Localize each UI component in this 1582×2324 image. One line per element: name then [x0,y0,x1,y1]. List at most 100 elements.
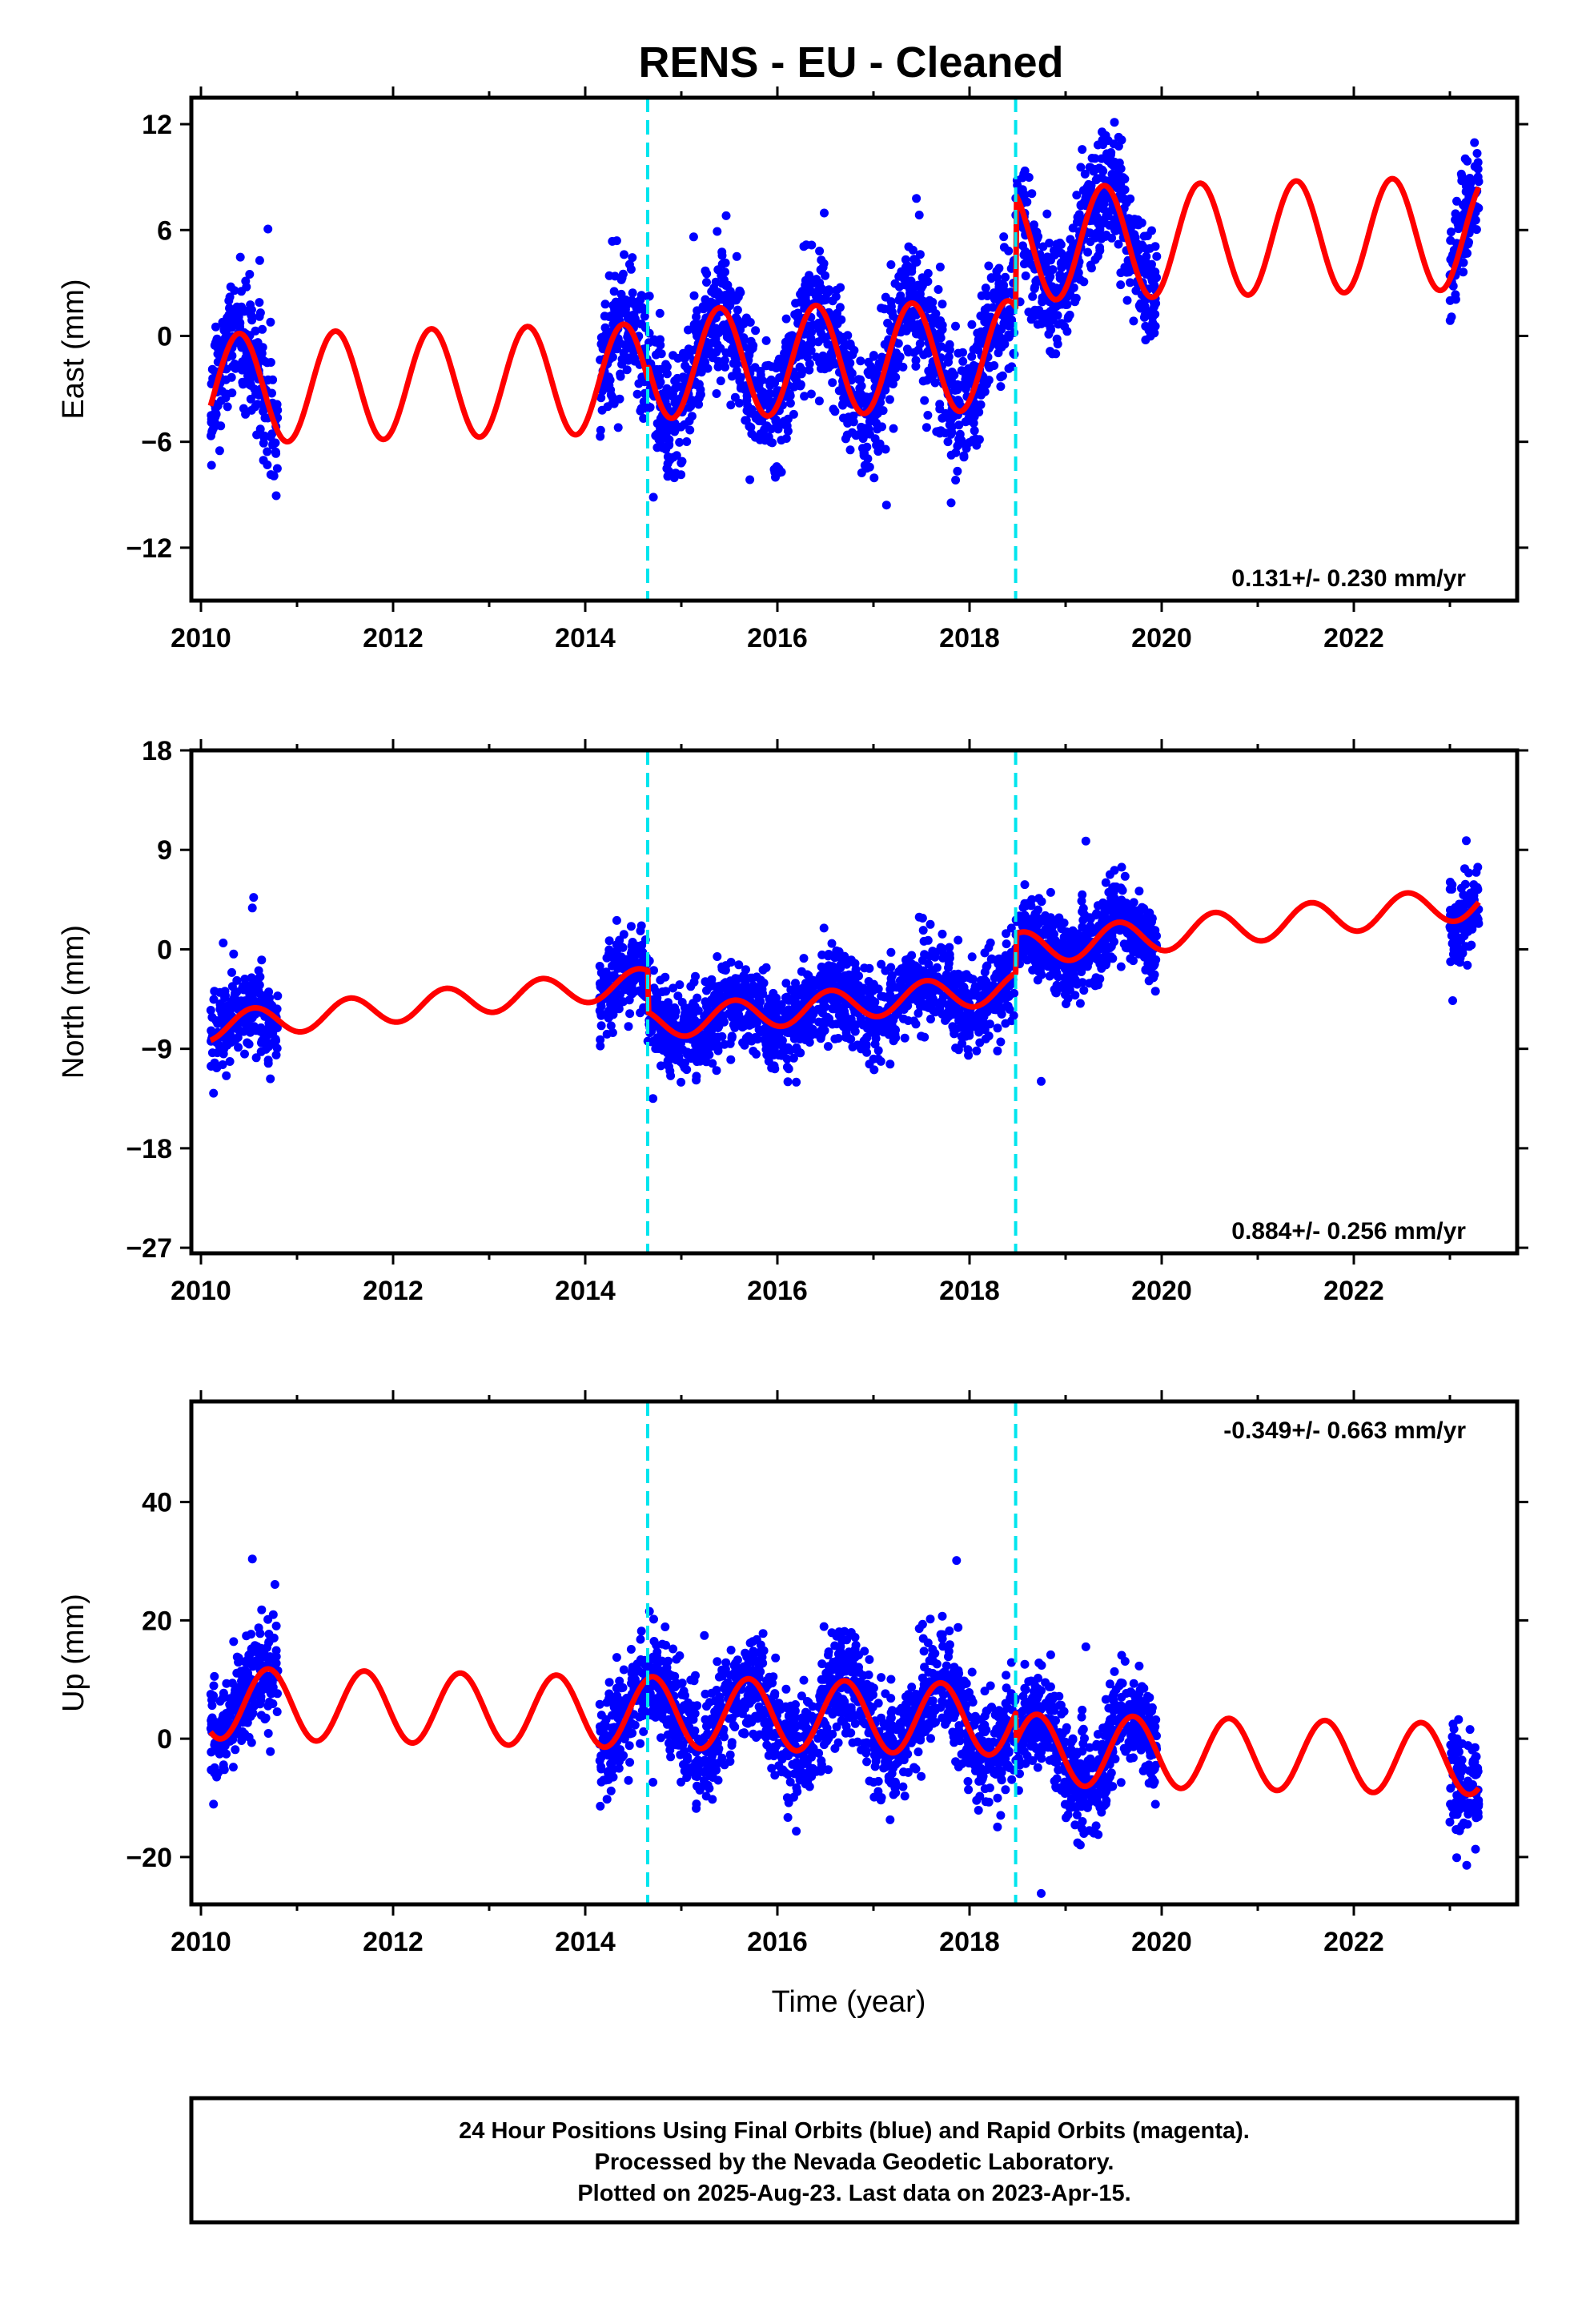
data-point [1114,239,1123,249]
data-point [944,357,953,367]
data-point [227,967,236,977]
data-point [1080,912,1090,922]
model-curve [207,175,1482,445]
chart-title: RENS - EU - Cleaned [638,38,1063,86]
data-point [891,372,901,382]
data-point [241,276,251,286]
data-point [902,344,912,354]
data-point [249,893,259,903]
data-point [609,301,619,311]
data-point [1002,987,1011,996]
data-point [917,281,927,291]
data-point [244,376,254,386]
data-point [665,1043,674,1053]
data-point [717,251,727,260]
data-point [907,287,917,297]
data-point [1140,310,1150,320]
data-point [271,438,280,448]
data-point [823,1042,833,1051]
data-point [616,372,625,381]
plot-area [207,98,1484,601]
data-point [216,1046,226,1055]
data-point [604,271,614,280]
data-point [1024,173,1034,182]
data-point [1150,242,1160,251]
data-point [662,1059,672,1069]
data-point [745,983,754,992]
data-point [1462,836,1471,846]
data-point [237,287,246,296]
data-point [628,253,637,263]
data-point [993,1046,1002,1055]
data-point [722,985,732,995]
data-point [259,407,268,416]
data-point [792,1077,801,1087]
data-point [604,936,614,946]
data-point [264,1042,274,1051]
data-point [259,456,268,465]
data-point [943,437,953,447]
data-point [830,407,840,416]
data-point [996,1037,1006,1047]
data-point [1095,246,1105,255]
data-point [953,466,962,476]
data-point [1042,919,1052,928]
data-point [207,426,217,436]
x-tick-label: 2022 [1323,623,1384,653]
data-point [1086,927,1096,936]
data-point [870,434,880,444]
data-point [672,451,681,460]
data-point [735,376,745,386]
data-point [209,995,219,1004]
data-point [628,944,638,953]
data-point [835,303,845,312]
data-point [636,926,645,935]
data-point [729,359,738,368]
data-point [926,919,935,929]
data-point [1049,304,1058,314]
data-point [1062,999,1070,1008]
data-point [935,400,945,409]
data-point [800,392,809,401]
data-point [216,999,226,1008]
data-point [1075,999,1085,1008]
data-point [1090,255,1100,264]
data-point [984,376,994,385]
data-point [616,289,626,299]
data-point [718,321,728,331]
data-point [701,266,710,275]
data-point [637,320,647,329]
data-point [1146,967,1155,976]
data-point [785,391,795,400]
data-point [1001,272,1010,282]
data-point [974,408,984,417]
data-point [271,1050,281,1059]
x-tick-label: 2022 [1323,1276,1384,1306]
data-point [1452,196,1461,206]
data-point [267,429,277,439]
data-point [869,1065,879,1075]
data-point [773,424,783,434]
data-point [734,1004,744,1014]
data-point [1447,227,1456,237]
data-point [1002,312,1011,322]
data-point [225,304,234,313]
data-point [1030,284,1039,293]
data-point [689,291,699,300]
rate-label: 0.131+/- 0.230 mm/yr [1231,565,1466,592]
data-point [918,332,927,341]
data-point [693,1006,703,1015]
data-point [1095,974,1105,983]
data-point [682,1065,692,1075]
data-point [841,1032,850,1042]
data-point [1473,158,1483,167]
data-point [828,976,837,986]
data-point [818,351,828,360]
data-point [938,929,947,939]
data-point [247,305,256,315]
data-point [712,331,721,340]
data-point [1453,219,1463,229]
data-point [1095,224,1105,234]
data-point [951,448,961,457]
data-point [1150,275,1158,284]
